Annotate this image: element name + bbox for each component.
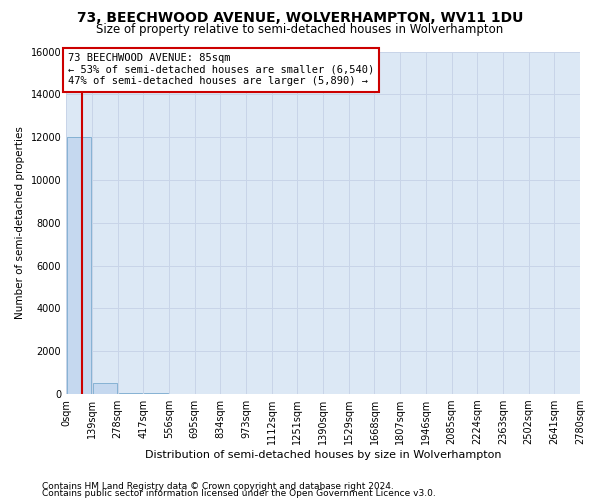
Bar <box>67 137 91 394</box>
Text: 73, BEECHWOOD AVENUE, WOLVERHAMPTON, WV11 1DU: 73, BEECHWOOD AVENUE, WOLVERHAMPTON, WV1… <box>77 12 523 26</box>
Bar <box>93 384 116 394</box>
Y-axis label: Number of semi-detached properties: Number of semi-detached properties <box>15 126 25 319</box>
Text: Contains public sector information licensed under the Open Government Licence v3: Contains public sector information licen… <box>42 489 436 498</box>
Text: Size of property relative to semi-detached houses in Wolverhampton: Size of property relative to semi-detach… <box>97 22 503 36</box>
X-axis label: Distribution of semi-detached houses by size in Wolverhampton: Distribution of semi-detached houses by … <box>145 450 502 460</box>
Text: Contains HM Land Registry data © Crown copyright and database right 2024.: Contains HM Land Registry data © Crown c… <box>42 482 394 491</box>
Bar <box>119 393 142 394</box>
Text: 73 BEECHWOOD AVENUE: 85sqm
← 53% of semi-detached houses are smaller (6,540)
47%: 73 BEECHWOOD AVENUE: 85sqm ← 53% of semi… <box>68 53 374 86</box>
